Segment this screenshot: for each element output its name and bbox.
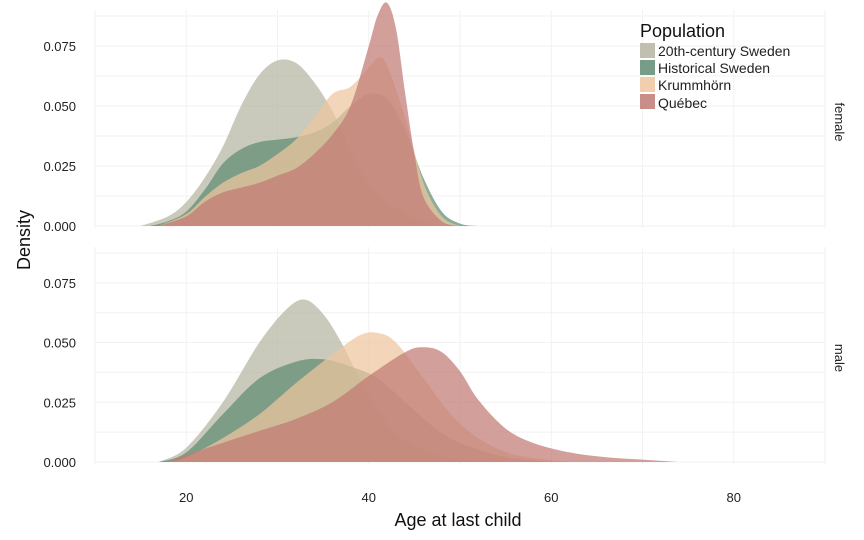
x-axis-title: Age at last child (394, 510, 521, 530)
y-tick-label: 0.075 (43, 39, 76, 54)
legend-swatch-quebec (640, 94, 655, 109)
legend-label-krummhorn: Krummhörn (658, 77, 731, 93)
x-tick-label: 80 (727, 490, 741, 505)
y-tick-label: 0.025 (43, 395, 76, 410)
x-tick-label: 20 (179, 490, 193, 505)
legend-swatch-krummhorn (640, 77, 655, 92)
legend: Population 20th-century Sweden Historica… (640, 21, 790, 111)
y-tick-label: 0.000 (43, 219, 76, 234)
axis-layer: 0.000 0.025 0.050 0.075 0.000 0.025 0.050 0.075… (43, 39, 741, 505)
legend-label-historical-sweden: Historical Sweden (658, 60, 770, 76)
panel-strip-label-female: female (832, 102, 847, 141)
panel-strip-label-male: male (832, 344, 847, 372)
density-area-female-qu-bec (158, 2, 460, 226)
y-tick-label: 0.000 (43, 455, 76, 470)
y-tick-label: 0.075 (43, 276, 76, 291)
legend-swatch-20th-century-sweden (640, 43, 655, 58)
legend-title: Population (640, 21, 725, 41)
density-areas (140, 2, 679, 462)
y-tick-label: 0.050 (43, 99, 76, 114)
legend-label-20th-century-sweden: 20th-century Sweden (658, 43, 790, 59)
legend-label-quebec: Québec (658, 95, 707, 111)
x-tick-label: 60 (544, 490, 558, 505)
y-axis-title: Density (14, 210, 34, 270)
legend-swatch-historical-sweden (640, 60, 655, 75)
density-area-male-qu-bec (168, 347, 679, 462)
y-tick-label: 0.050 (43, 336, 76, 351)
y-tick-label: 0.025 (43, 159, 76, 174)
x-tick-label: 40 (362, 490, 376, 505)
